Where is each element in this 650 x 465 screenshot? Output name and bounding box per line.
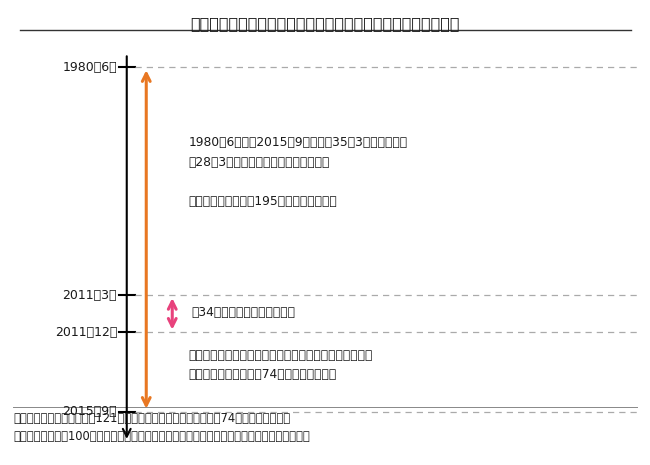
Text: （34ミリシーベルトの被爆）: （34ミリシーベルトの被爆）	[192, 306, 296, 319]
Text: 1980年6月: 1980年6月	[62, 61, 117, 74]
Text: 福島第一原発の構内外で放射線量を測定する仕事に従事
（この間の被爆線量は74ミリシーベルト）: 福島第一原発の構内外で放射線量を測定する仕事に従事 （この間の被爆線量は74ミリ…	[188, 349, 373, 381]
Text: 原発事故前の時点で、累積121ミリシーベルトを被爆。事故後は74ミリシーベルト。
労災認定基準は「100ミリシーベルト以上の被爆線量」などがあるが、因果関係の証: 原発事故前の時点で、累積121ミリシーベルトを被爆。事故後は74ミリシーベルト。…	[13, 412, 310, 443]
Text: 肺がんの労災が認められた福島第一原発作業員の累積被爆線量: 肺がんの労災が認められた福島第一原発作業員の累積被爆線量	[190, 16, 460, 31]
Text: 2015年9月: 2015年9月	[62, 405, 117, 418]
Text: 2011年12月: 2011年12月	[55, 326, 117, 339]
Text: 2011年3月: 2011年3月	[62, 289, 117, 302]
Text: 1980年6月から2015年9月までの35年3ヶ月のうち、
約28年3ヶ月に渡って全国の原発で勤務

（累積の被爆線量は195ミリシーベルト）: 1980年6月から2015年9月までの35年3ヶ月のうち、 約28年3ヶ月に渡っ…	[188, 136, 408, 208]
